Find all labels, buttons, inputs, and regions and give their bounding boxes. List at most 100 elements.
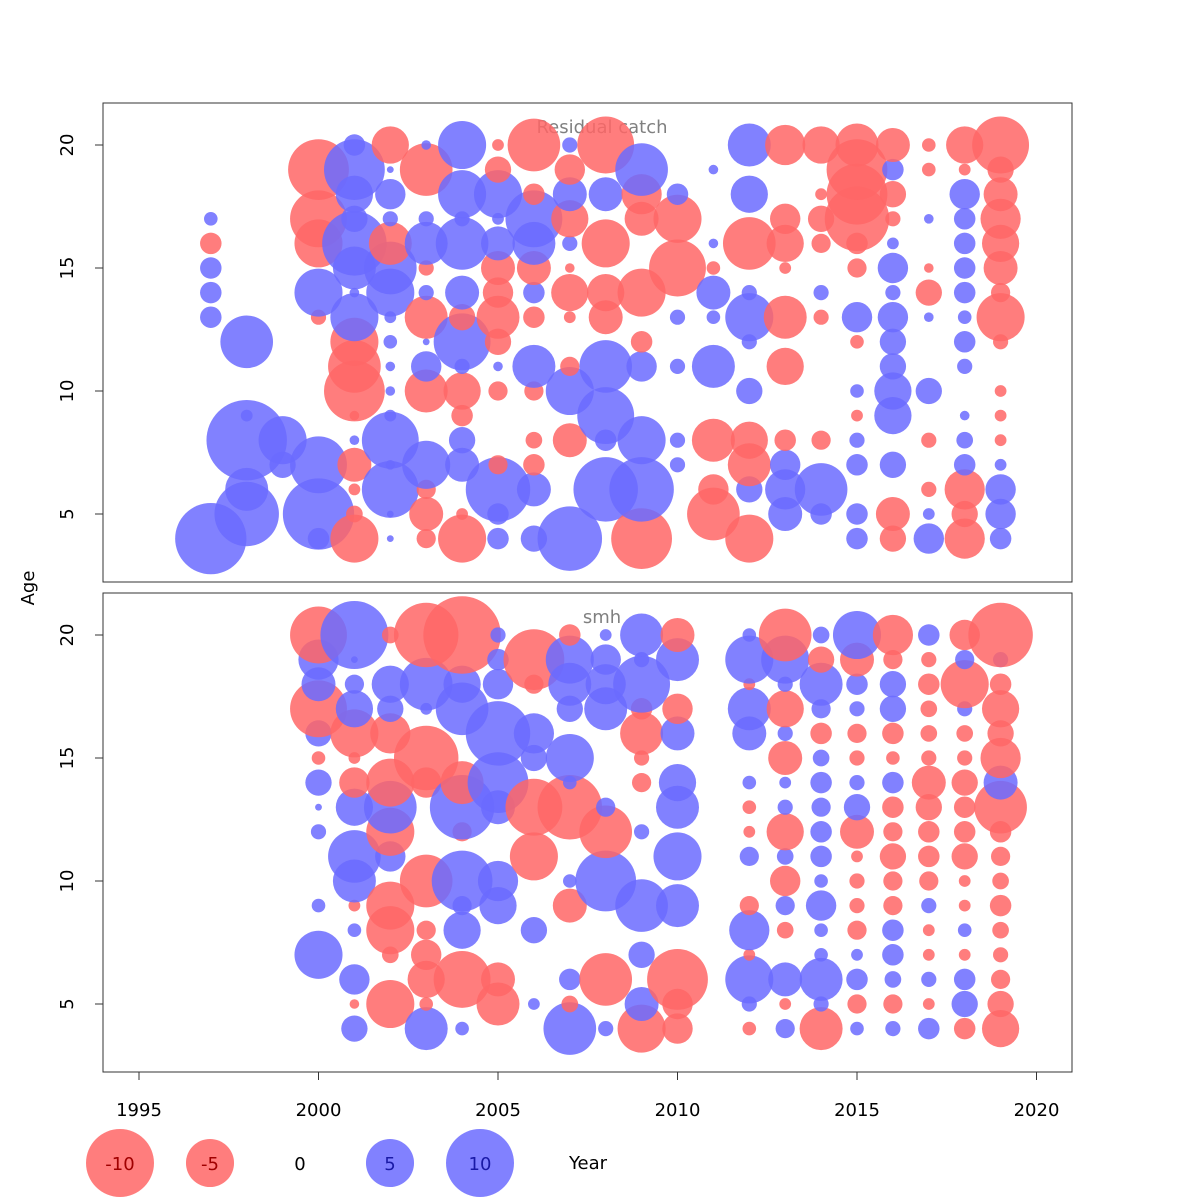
- bubble-negative: [810, 722, 832, 745]
- bubble-positive: [311, 898, 326, 913]
- bubble-positive: [305, 769, 332, 796]
- bubble-positive: [923, 312, 934, 323]
- bubble-positive: [438, 120, 487, 170]
- x-axis: 1995 2000 2005 2010 2015 2020: [116, 1071, 1059, 1121]
- bubble-negative: [923, 263, 934, 273]
- bubble-positive: [559, 968, 581, 991]
- bubble-positive: [953, 208, 976, 230]
- bubble-negative: [476, 982, 520, 1026]
- bubble-positive: [545, 733, 594, 783]
- bubble-negative: [523, 306, 545, 328]
- bubble-positive: [959, 410, 970, 421]
- bubble-negative: [835, 123, 879, 167]
- bubble-negative: [850, 335, 864, 349]
- bubble-negative: [807, 646, 835, 673]
- bubble-positive: [404, 221, 448, 265]
- bubble-positive: [725, 955, 774, 1004]
- bubble-positive: [812, 626, 830, 644]
- bubble-positive: [850, 384, 864, 398]
- y-tick-label: 15: [57, 747, 78, 770]
- bubble-positive: [953, 281, 976, 304]
- bubble-negative: [492, 139, 504, 151]
- bubble-negative: [551, 200, 589, 238]
- bubble-positive: [443, 665, 481, 703]
- bubble-positive: [324, 139, 385, 201]
- bubble-positive: [846, 454, 868, 476]
- bubble-positive: [349, 435, 360, 446]
- bubble-positive: [727, 687, 771, 731]
- bubble-negative: [882, 722, 904, 745]
- bubble-positive: [386, 535, 394, 542]
- bubble-negative: [987, 720, 1014, 747]
- bubble-positive: [851, 948, 863, 961]
- bubble-positive: [729, 910, 770, 951]
- bubble-negative: [958, 163, 971, 176]
- bubble-negative: [399, 143, 453, 196]
- bubble-negative: [371, 126, 409, 164]
- bubble-positive: [579, 340, 633, 393]
- bubble-positive: [882, 944, 904, 966]
- bubble-negative: [847, 258, 867, 278]
- bubble-negative: [968, 602, 1033, 668]
- bubble-negative: [981, 1009, 1020, 1048]
- bubble-positive: [813, 285, 829, 301]
- bubble-positive: [953, 257, 976, 279]
- bubble-positive: [421, 140, 432, 150]
- bubble-positive: [335, 788, 374, 826]
- bubble-negative: [409, 497, 444, 531]
- bubble-negative: [348, 899, 361, 912]
- bubble-negative: [768, 741, 803, 775]
- bubble-negative: [918, 673, 940, 695]
- bubble-negative: [879, 843, 907, 870]
- legend-bubble: [365, 1138, 415, 1188]
- bubble-positive: [814, 948, 828, 962]
- bubble-positive: [520, 917, 548, 944]
- bubble-negative: [484, 156, 512, 183]
- y-tick-label: 10: [57, 380, 78, 403]
- bubble-negative: [366, 979, 415, 1029]
- bubble-positive: [626, 351, 657, 382]
- bubble-negative: [992, 872, 1009, 890]
- bubble-positive: [204, 212, 218, 226]
- bubble-negative: [552, 423, 587, 458]
- bubble-positive: [918, 1017, 940, 1040]
- bubble-negative: [662, 1013, 693, 1044]
- bubble-positive: [404, 1007, 448, 1051]
- bubble-positive: [706, 310, 721, 325]
- bubble-negative: [503, 629, 565, 690]
- bubble-positive: [741, 285, 757, 301]
- bubble-positive: [341, 205, 368, 232]
- bubble-positive: [696, 275, 731, 310]
- bubble-negative: [416, 528, 436, 549]
- bubble-positive: [810, 821, 832, 843]
- bubble-negative: [456, 508, 468, 520]
- bubble-negative: [776, 921, 794, 939]
- x-tick-label: 2005: [475, 1100, 521, 1121]
- bubble-negative: [647, 949, 708, 1010]
- bubble-positive: [775, 1018, 795, 1039]
- bubble-negative: [766, 347, 804, 386]
- bubble-positive: [846, 527, 868, 550]
- bubble-positive: [691, 344, 735, 388]
- bubble-positive: [846, 503, 868, 525]
- bubble-negative: [339, 767, 370, 798]
- bubble-positive: [537, 506, 603, 571]
- bubble-positive: [482, 669, 514, 700]
- bubble-negative: [631, 772, 652, 793]
- x-tick-label: 2015: [834, 1100, 880, 1121]
- bubble-positive: [385, 361, 396, 372]
- bubble-negative: [847, 920, 867, 940]
- bubble-negative: [758, 608, 812, 662]
- bubble-positive: [240, 409, 253, 422]
- bubble-negative: [883, 871, 903, 891]
- bubble-negative: [922, 998, 935, 1010]
- bubble-positive: [383, 335, 398, 349]
- bubble-positive: [628, 941, 655, 968]
- bubble-negative: [393, 725, 459, 791]
- bubble-positive: [588, 177, 623, 212]
- bubble-positive: [810, 845, 832, 868]
- bubble-positive: [418, 211, 434, 227]
- x-tick-label: 2010: [655, 1100, 701, 1121]
- bubble-positive: [957, 923, 972, 937]
- bubble-positive: [418, 285, 434, 301]
